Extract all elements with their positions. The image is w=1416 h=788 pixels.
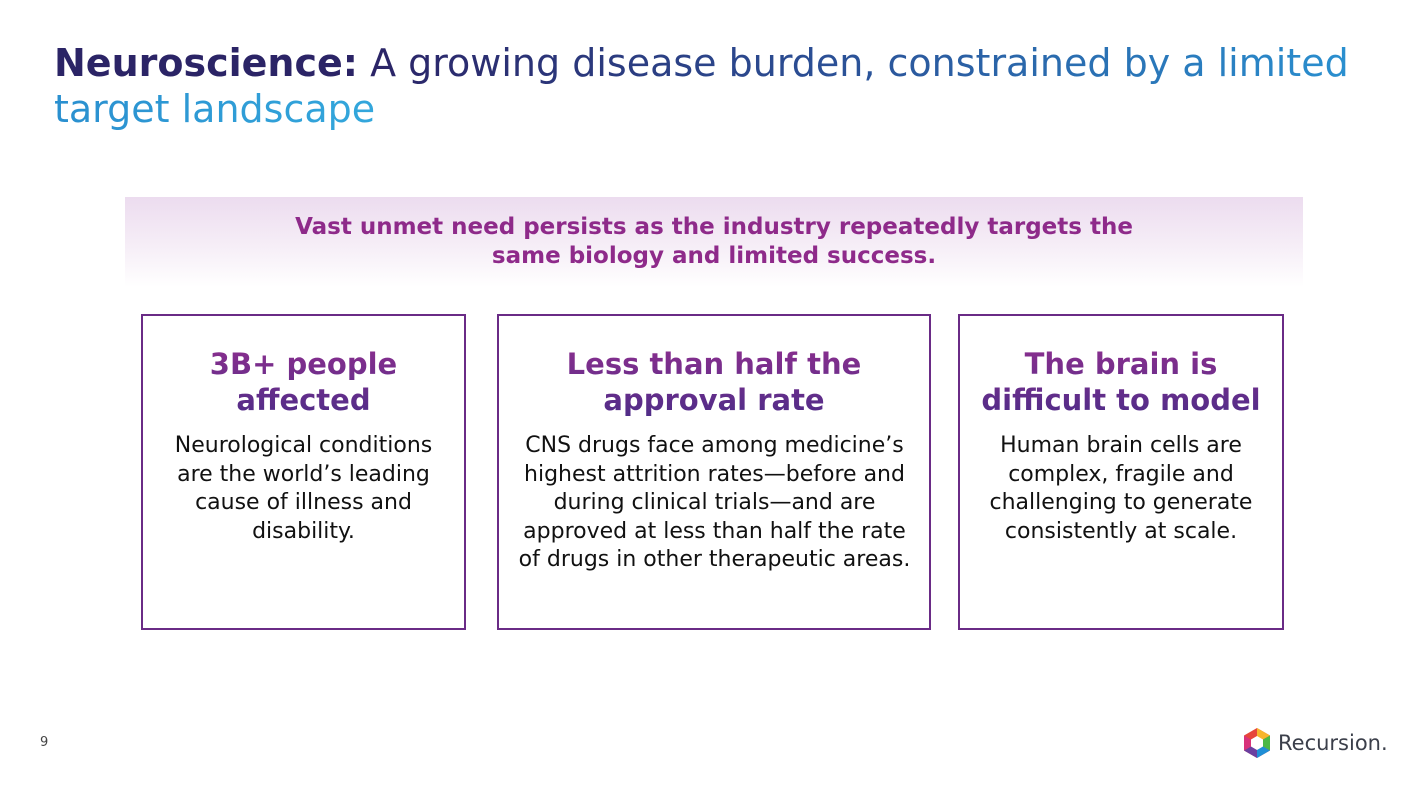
card-heading: 3B+ people affected [189, 346, 419, 418]
card-heading: The brain is difficult to model [966, 346, 1276, 418]
logo: Recursion. [1242, 727, 1388, 759]
card-heading: Less than half the approval rate [554, 346, 874, 418]
banner-text: Vast unmet need persists as the industry… [295, 214, 1133, 269]
banner: Vast unmet need persists as the industry… [125, 197, 1303, 287]
card-body: Human brain cells are complex, fragile a… [989, 433, 1253, 544]
card: 3B+ people affected Neurological conditi… [141, 314, 466, 630]
title: Neuroscience: A growing disease burden, … [54, 40, 1384, 132]
card: Less than half the approval rate CNS dru… [497, 314, 931, 630]
card-body: CNS drugs face among medicine’s highest … [518, 433, 911, 572]
title-bold: Neuroscience: [54, 41, 358, 85]
card-body: Neurological conditions are the world’s … [174, 433, 433, 544]
page-number: 9 [40, 735, 49, 750]
logo-text: Recursion. [1278, 731, 1388, 755]
logo-icon [1244, 728, 1270, 758]
title-rest: A growing disease burden, constrained by… [54, 41, 1349, 131]
card: The brain is difficult to model Human br… [958, 314, 1284, 630]
